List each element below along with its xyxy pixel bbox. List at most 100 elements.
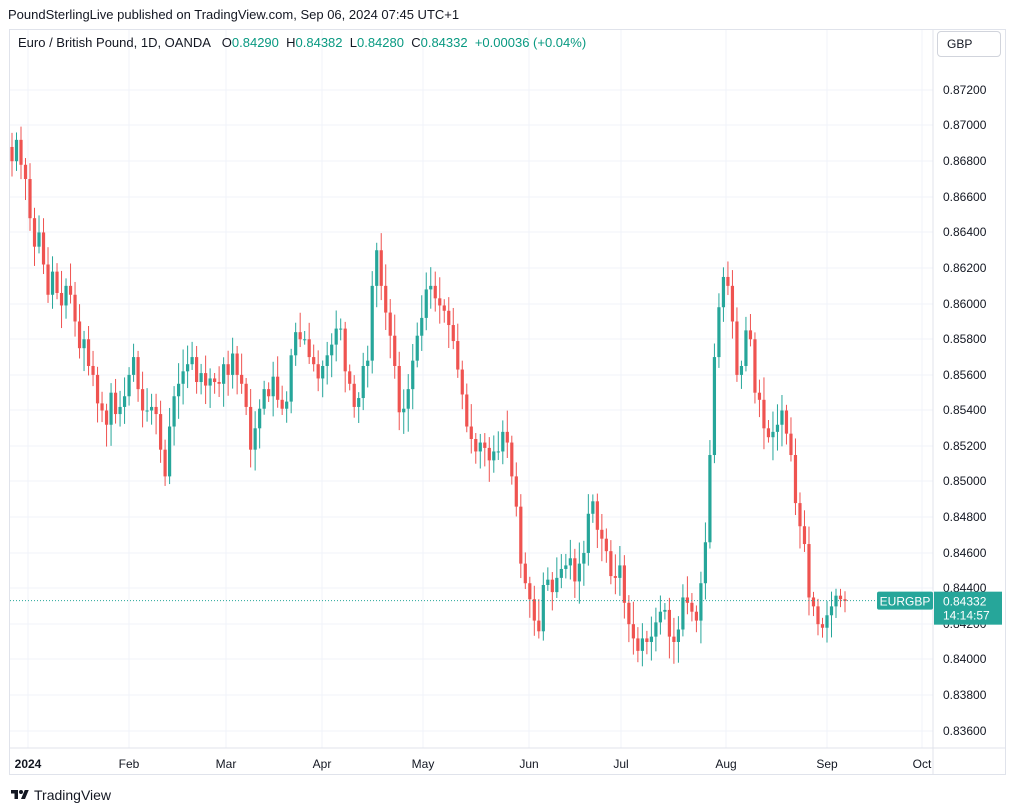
candle xyxy=(330,333,334,378)
candle xyxy=(145,388,149,422)
candle xyxy=(784,404,789,445)
candle xyxy=(55,263,59,300)
candle xyxy=(95,366,100,423)
candle xyxy=(843,591,847,613)
candle xyxy=(780,395,784,447)
candle-body xyxy=(640,638,644,651)
candle xyxy=(645,630,649,655)
candle xyxy=(447,297,451,349)
y-tick-label: 0.83600 xyxy=(943,724,987,738)
candle-body xyxy=(384,285,388,313)
candle xyxy=(41,218,46,275)
candle-body xyxy=(456,341,460,370)
candle-body xyxy=(68,285,73,295)
candle-body xyxy=(649,636,653,642)
candle xyxy=(14,132,19,171)
candle-body xyxy=(775,424,780,432)
candle xyxy=(771,411,775,461)
candle xyxy=(483,433,487,467)
candle-body xyxy=(231,353,235,375)
candle-body xyxy=(28,179,32,219)
candle-body xyxy=(586,513,590,553)
candle-body xyxy=(645,638,649,642)
candle-body xyxy=(59,292,64,306)
candle xyxy=(357,392,361,423)
footer-brand[interactable]: TradingView xyxy=(10,787,111,803)
candle-body xyxy=(676,629,680,642)
candle xyxy=(622,555,626,619)
candle xyxy=(154,393,158,435)
candle xyxy=(460,360,464,410)
candle-body xyxy=(339,328,343,330)
candle-body xyxy=(627,602,631,625)
candle-body xyxy=(415,335,419,361)
candle-body xyxy=(420,317,424,336)
candle-body xyxy=(573,558,577,582)
candle-body xyxy=(600,529,604,539)
candle xyxy=(131,343,136,382)
candle-body xyxy=(357,398,361,407)
candle-body xyxy=(258,408,262,429)
currency-button[interactable]: GBP xyxy=(937,31,1001,57)
candle xyxy=(694,605,699,633)
candle xyxy=(325,341,329,385)
candle-body xyxy=(753,339,757,393)
candle-body xyxy=(681,597,685,630)
candle xyxy=(577,542,581,604)
candle xyxy=(177,363,181,419)
candle-body xyxy=(334,328,338,345)
candle-body xyxy=(816,606,820,625)
candle xyxy=(532,585,536,636)
candle-body xyxy=(352,383,356,407)
candle-body xyxy=(316,364,320,379)
candle-body xyxy=(739,365,744,375)
candle xyxy=(739,360,744,389)
y-tick-label: 0.87000 xyxy=(943,118,987,132)
candle xyxy=(708,440,712,549)
y-tick-label: 0.84400 xyxy=(943,581,987,595)
candle-body xyxy=(609,551,613,577)
candle xyxy=(469,404,473,454)
candle-body xyxy=(658,611,662,623)
candle-body xyxy=(492,451,496,461)
candle-body xyxy=(510,442,514,477)
candle xyxy=(474,433,478,464)
candle-body xyxy=(514,476,518,507)
candle-body xyxy=(496,451,500,453)
candle-body xyxy=(122,396,127,407)
candle xyxy=(825,601,829,643)
close-label: C xyxy=(411,35,421,50)
candle-body xyxy=(244,383,248,407)
symbol-tag-bg xyxy=(877,591,933,610)
symbol-description: Euro / British Pound, 1D, OANDA xyxy=(18,35,211,50)
chart-frame xyxy=(9,29,1006,775)
candle xyxy=(748,314,753,347)
candle-body xyxy=(487,447,491,461)
candle-body xyxy=(379,250,383,286)
candle xyxy=(127,367,131,406)
candle-body xyxy=(253,428,257,450)
candle xyxy=(186,345,190,389)
candle-body xyxy=(838,595,843,600)
y-tick-label: 0.84000 xyxy=(943,652,987,666)
candle-body xyxy=(672,636,676,642)
candle-body xyxy=(622,565,626,603)
x-tick-label: Jun xyxy=(519,757,538,771)
candle xyxy=(820,617,825,638)
candle-body xyxy=(568,558,572,566)
y-tick-label: 0.85600 xyxy=(943,368,987,382)
candles xyxy=(10,126,847,667)
candle xyxy=(726,261,730,296)
y-tick-label: 0.84800 xyxy=(943,510,987,524)
candle xyxy=(762,377,766,450)
candle-body xyxy=(523,563,527,584)
candle-body xyxy=(140,389,145,411)
candle-body xyxy=(555,577,559,593)
candle-body xyxy=(330,344,334,356)
price-tag-countdown: 14:14:57 xyxy=(943,609,990,623)
candle xyxy=(240,353,244,394)
x-tick-label: 2024 xyxy=(15,757,42,771)
candle-body xyxy=(199,373,203,383)
candle xyxy=(838,588,843,608)
